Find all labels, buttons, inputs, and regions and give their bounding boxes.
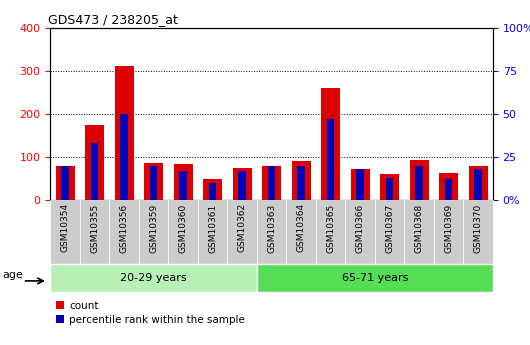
Text: GSM10359: GSM10359	[149, 203, 158, 253]
Bar	[209, 183, 216, 200]
Bar	[346, 200, 375, 264]
Bar	[286, 200, 316, 264]
Bar	[139, 200, 169, 264]
Bar	[434, 200, 463, 264]
Text: GSM10366: GSM10366	[356, 203, 365, 253]
Bar	[238, 171, 246, 200]
Bar	[50, 264, 257, 292]
Text: 20-29 years: 20-29 years	[120, 273, 187, 283]
Bar	[416, 166, 423, 200]
Bar	[350, 169, 370, 200]
Bar	[227, 200, 257, 264]
Text: GSM10365: GSM10365	[326, 203, 335, 253]
Bar	[463, 200, 493, 264]
Bar	[56, 166, 75, 200]
Bar	[150, 166, 157, 200]
Text: GSM10363: GSM10363	[267, 203, 276, 253]
Bar	[386, 178, 393, 200]
Bar	[292, 161, 311, 200]
Text: GSM10356: GSM10356	[120, 203, 129, 253]
Bar	[469, 167, 488, 200]
Bar	[91, 143, 98, 200]
Bar	[439, 173, 458, 200]
Text: GSM10369: GSM10369	[444, 203, 453, 253]
Bar	[85, 125, 104, 200]
Bar	[404, 200, 434, 264]
Bar	[173, 164, 193, 200]
Text: GSM10367: GSM10367	[385, 203, 394, 253]
Bar	[203, 179, 222, 200]
Text: GDS473 / 238205_at: GDS473 / 238205_at	[48, 13, 178, 27]
Text: GSM10364: GSM10364	[297, 203, 306, 253]
Bar	[262, 166, 281, 200]
Bar	[233, 168, 252, 200]
Bar	[297, 166, 305, 200]
Bar	[80, 200, 109, 264]
Bar	[268, 166, 275, 200]
Bar	[61, 166, 69, 200]
Bar	[375, 200, 404, 264]
Bar	[120, 114, 128, 200]
Bar	[144, 164, 163, 200]
Bar	[109, 200, 139, 264]
Text: GSM10360: GSM10360	[179, 203, 188, 253]
Bar	[445, 179, 452, 200]
Bar	[198, 200, 227, 264]
Bar	[50, 200, 80, 264]
Bar	[257, 264, 493, 292]
Text: GSM10355: GSM10355	[90, 203, 99, 253]
Bar	[321, 88, 340, 200]
Bar	[327, 119, 334, 200]
Bar	[380, 174, 399, 200]
Legend: count, percentile rank within the sample: count, percentile rank within the sample	[56, 301, 245, 325]
Text: age: age	[3, 270, 23, 280]
Text: 65-71 years: 65-71 years	[342, 273, 408, 283]
Text: GSM10370: GSM10370	[474, 203, 483, 253]
Text: GSM10361: GSM10361	[208, 203, 217, 253]
Bar	[410, 160, 429, 200]
Text: GSM10362: GSM10362	[237, 203, 246, 253]
Bar	[169, 200, 198, 264]
Text: GSM10368: GSM10368	[414, 203, 423, 253]
Bar	[114, 66, 134, 200]
Bar	[316, 200, 346, 264]
Bar	[474, 169, 482, 200]
Bar	[257, 200, 286, 264]
Bar	[357, 169, 364, 200]
Bar	[180, 171, 187, 200]
Text: GSM10354: GSM10354	[60, 203, 69, 253]
